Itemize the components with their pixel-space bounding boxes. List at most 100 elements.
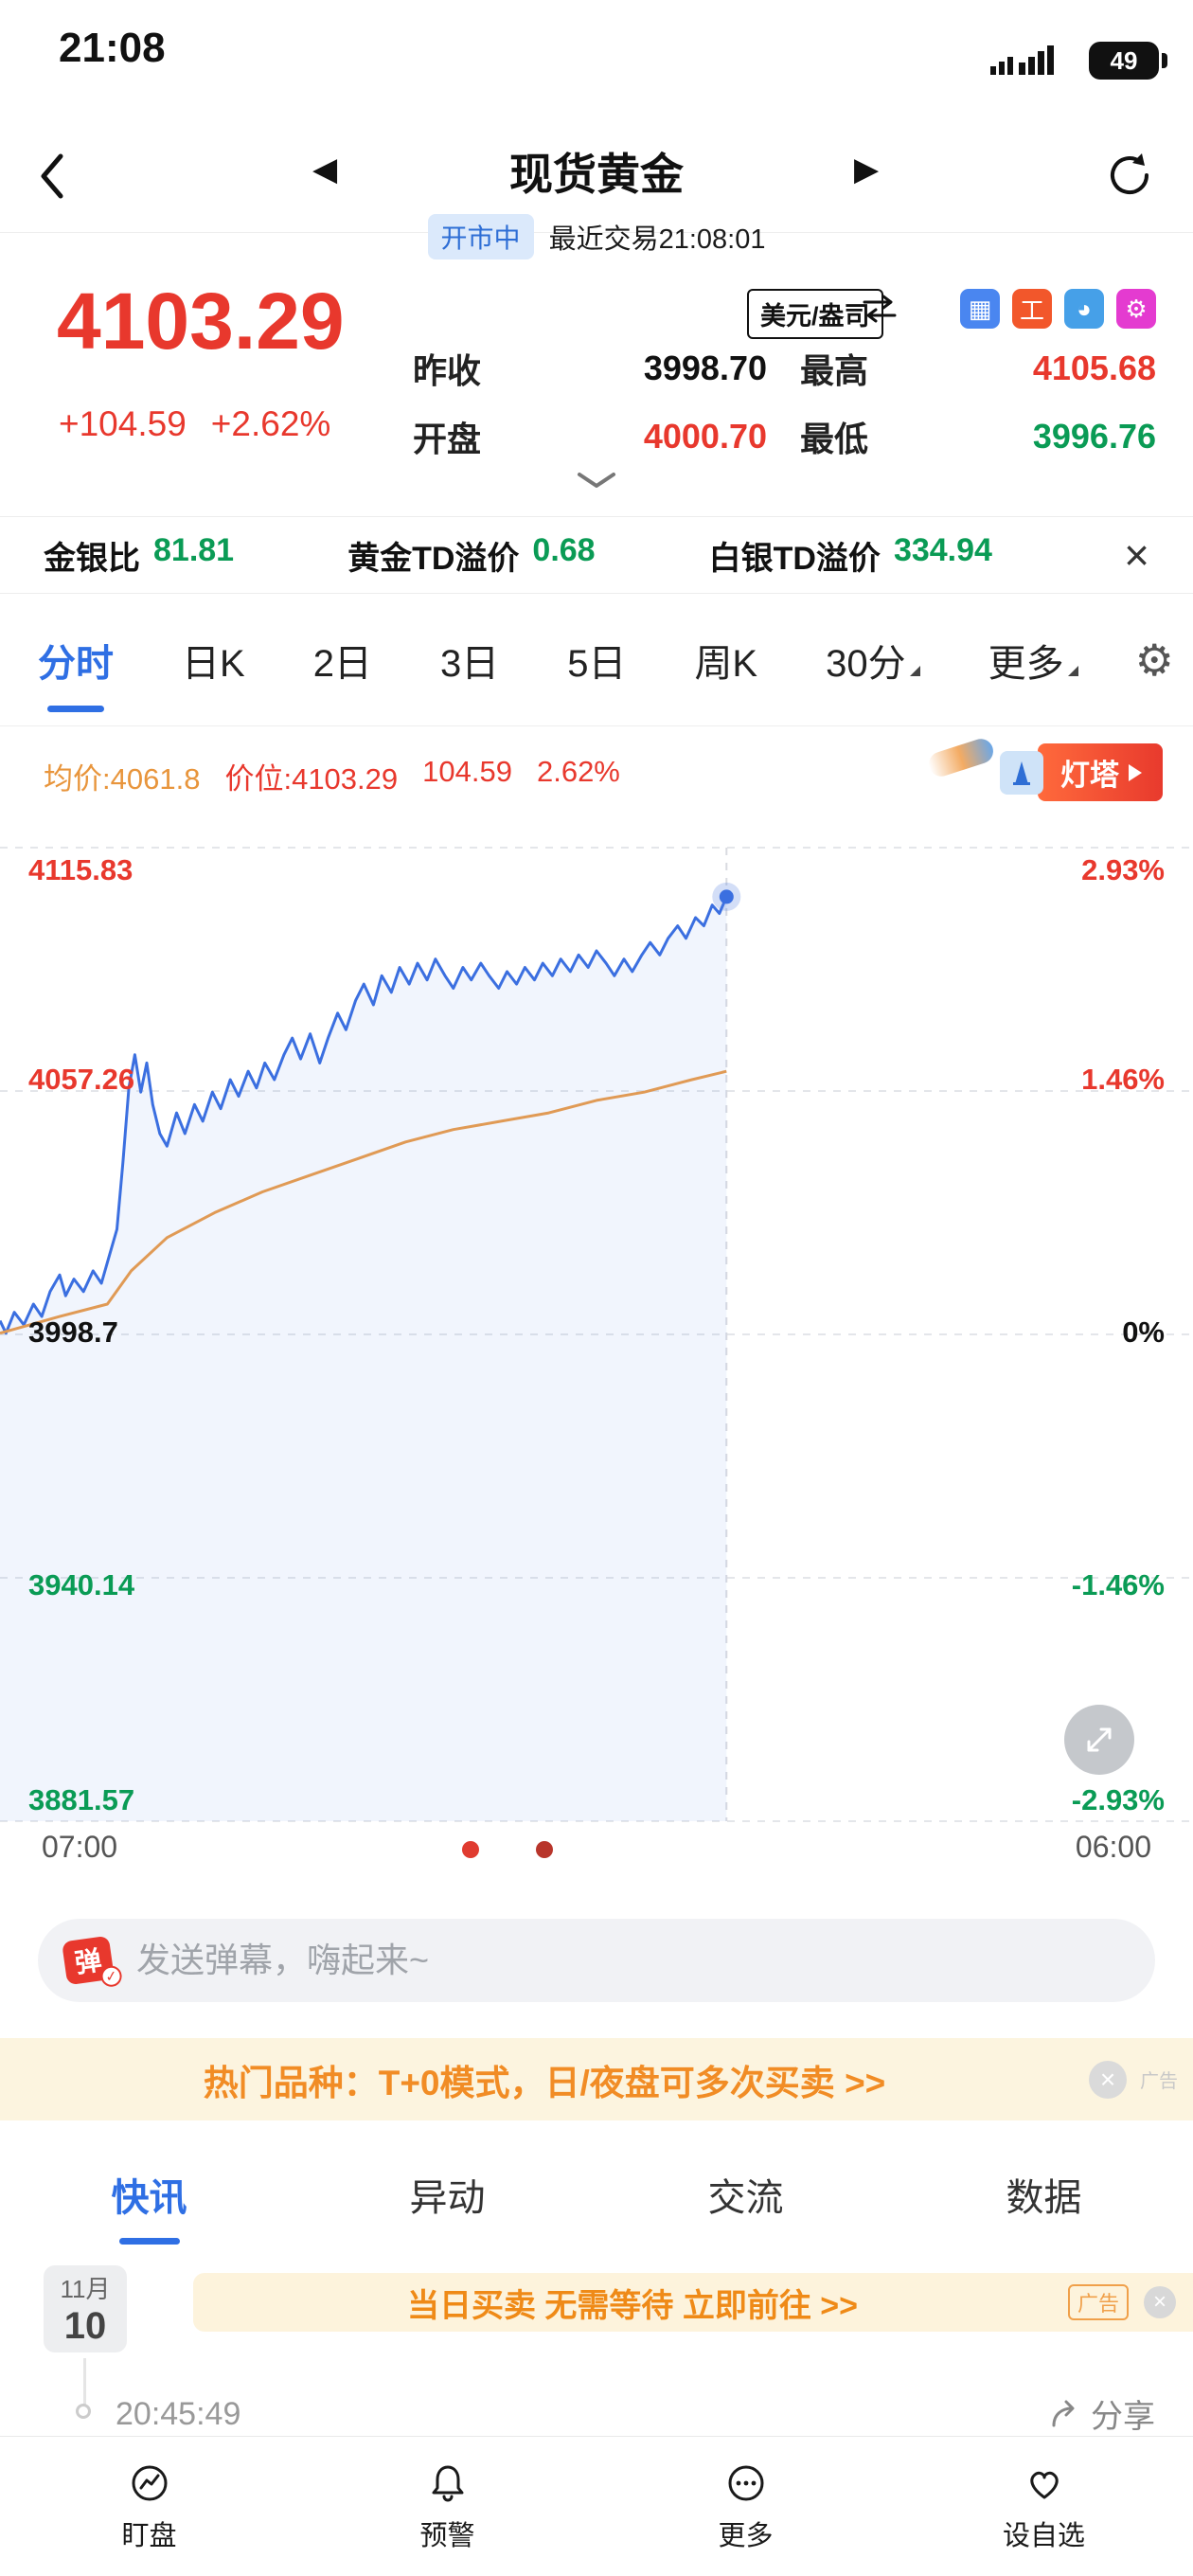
more-dots-icon	[728, 2465, 763, 2501]
cur-change: 104.59	[422, 755, 512, 788]
tab-2day[interactable]: 2日	[312, 642, 372, 685]
nav-item-more[interactable]: 更多	[596, 2437, 895, 2576]
beacon-label: 灯塔	[1060, 759, 1119, 792]
market-status-badge: 开市中	[427, 214, 534, 259]
y-label-low: 3881.57	[28, 1783, 135, 1816]
gold-silver-ratio-value: 81.81	[153, 531, 235, 568]
danmaku-bar: 弹 ✓	[38, 1919, 1155, 2002]
news-ad-text[interactable]: 当日买卖 无需等待 立即前往 >>	[406, 2287, 859, 2324]
y-label-up1: 4057.26	[28, 1063, 135, 1096]
timeline-bullet-icon	[76, 2404, 91, 2419]
high-label: 最高	[800, 351, 869, 390]
collapse-chevron-icon[interactable]	[574, 471, 619, 494]
low-label: 最低	[800, 420, 869, 458]
gold-silver-ratio: 金银比 81.81	[44, 532, 234, 579]
tab-daily-k[interactable]: 日K	[182, 642, 245, 685]
high-value: 4105.68	[1032, 349, 1156, 387]
tab-data[interactable]: 数据	[1006, 2177, 1082, 2219]
last-trade-time: 最近交易21:08:01	[548, 224, 766, 255]
price-change-pct: +2.62%	[210, 404, 331, 443]
ratio-bar-close-icon[interactable]: ×	[1124, 530, 1149, 580]
y-label-down1: 3940.14	[28, 1568, 135, 1601]
beacon-graphic	[925, 735, 997, 780]
y-label-close: 3998.7	[28, 1315, 118, 1349]
page-title: 现货黄金	[509, 150, 684, 199]
pie-chart-icon[interactable]: ◕	[1064, 289, 1104, 329]
news-ad-row[interactable]: 当日买卖 无需等待 立即前往 >> 广告 ×	[193, 2273, 1193, 2332]
x-axis: 07:00 06:00	[0, 1830, 1193, 1883]
grid-tools-icon[interactable]: ▦	[960, 289, 1000, 329]
nav-item-alert[interactable]: 预警	[298, 2437, 596, 2576]
pct-label-down1: -1.46%	[1071, 1568, 1165, 1601]
ad-close-icon[interactable]: ×	[1089, 2060, 1127, 2099]
tab-3day[interactable]: 3日	[439, 642, 500, 685]
quote-panel: 4103.29 +104.59 +2.62% 昨收 3998.70 开盘 400…	[0, 232, 1193, 516]
play-triangle-icon	[1129, 763, 1142, 781]
check-icon: ✓	[99, 1964, 123, 1989]
x-label-start: 07:00	[42, 1830, 118, 1864]
clock: 21:08	[59, 25, 166, 71]
period-tab-bar: 分时 日K 2日 3日 5日 周K 30分 更多 ⚙	[0, 594, 1193, 726]
date-badge: 11月 10	[44, 2265, 127, 2352]
gold-td-premium-label: 黄金TD溢价	[347, 540, 520, 577]
ad-tag: 广告	[1140, 2071, 1178, 2092]
x-label-end: 06:00	[1075, 1830, 1151, 1864]
news-feed: 11月 10 当日买卖 无需等待 立即前往 >> 广告 × 20:45:49 分…	[0, 2246, 1193, 2436]
refresh-icon[interactable]	[1104, 150, 1155, 206]
silver-td-premium-label: 白银TD溢价	[708, 540, 881, 577]
nav-item-add-watchlist[interactable]: 设自选	[895, 2437, 1193, 2576]
news-ad-tag: 广告	[1067, 2284, 1129, 2320]
fullscreen-expand-icon[interactable]	[1064, 1705, 1134, 1775]
signal-icon	[990, 45, 1054, 75]
next-instrument-icon[interactable]: ▶	[854, 152, 880, 188]
settings-gear-icon[interactable]: ⚙	[1116, 289, 1156, 329]
news-item[interactable]: 20:45:49 分享	[0, 2396, 1193, 2436]
pct-label-low: -2.93%	[1071, 1783, 1165, 1816]
trade-tool-icon[interactable]: 工	[1012, 289, 1052, 329]
page-dot-2	[536, 1841, 553, 1858]
back-icon[interactable]	[38, 152, 66, 206]
y-label-high: 4115.83	[28, 853, 134, 886]
open-label: 开盘	[413, 420, 482, 458]
tab-movements[interactable]: 异动	[409, 2177, 486, 2219]
bottom-nav: 盯盘 预警 更多 设自选	[0, 2436, 1193, 2576]
bell-icon	[432, 2465, 463, 2502]
timeshare-chart[interactable]	[0, 826, 1193, 1830]
share-button[interactable]: 分享	[1049, 2390, 1155, 2437]
danmaku-icon[interactable]: 弹 ✓	[62, 1935, 123, 1989]
tab-weekly-k[interactable]: 周K	[694, 642, 758, 685]
tab-news-flash[interactable]: 快讯	[0, 2167, 298, 2245]
cur-change-pct: 2.62%	[536, 755, 620, 788]
chart-settings-gear-icon[interactable]: ⚙	[1134, 635, 1174, 685]
dropdown-caret-icon	[909, 665, 920, 676]
date-day: 10	[63, 2305, 107, 2347]
tab-timeshare[interactable]: 分时	[38, 633, 114, 712]
ratio-bar: 金银比 81.81 黄金TD溢价 0.68 白银TD溢价 334.94 ×	[0, 516, 1193, 594]
beacon-button[interactable]: 灯塔	[1000, 743, 1163, 801]
price-change-row: +104.59 +2.62%	[59, 404, 330, 444]
gold-silver-ratio-label: 金银比	[44, 540, 140, 577]
nav-item-watch-market[interactable]: 盯盘	[0, 2437, 298, 2576]
news-timestamp: 20:45:49	[116, 2396, 241, 2432]
gold-td-premium: 黄金TD溢价 0.68	[347, 532, 596, 579]
lighthouse-icon	[1000, 750, 1043, 795]
ad-banner[interactable]: 热门品种：T+0模式，日/夜盘可多次买卖 >> × 广告	[0, 2038, 1193, 2120]
battery-icon: 49	[1089, 42, 1167, 80]
battery-percent: 49	[1110, 45, 1138, 75]
prev-close-value: 3998.70	[643, 349, 767, 387]
tab-5day[interactable]: 5日	[567, 642, 627, 685]
tab-community[interactable]: 交流	[707, 2177, 784, 2219]
share-arrow-icon	[1052, 2400, 1075, 2426]
danmaku-input[interactable]	[134, 1940, 1129, 1981]
cur-price-label: 价位:4103.29	[224, 762, 399, 796]
tab-more[interactable]: 更多	[988, 633, 1078, 688]
news-ad-close-icon[interactable]: ×	[1144, 2286, 1176, 2318]
page-dot-1	[462, 1841, 479, 1858]
status-bar: 21:08 49	[0, 0, 1193, 95]
tab-30min[interactable]: 30分	[826, 633, 920, 688]
prev-instrument-icon[interactable]: ◀	[312, 152, 338, 188]
silver-td-premium-value: 334.94	[893, 531, 992, 568]
ad-banner-text[interactable]: 热门品种：T+0模式，日/夜盘可多次买卖 >>	[203, 2063, 886, 2102]
swap-unit-icon[interactable]	[862, 295, 898, 328]
pct-label-zero: 0%	[1122, 1315, 1165, 1349]
